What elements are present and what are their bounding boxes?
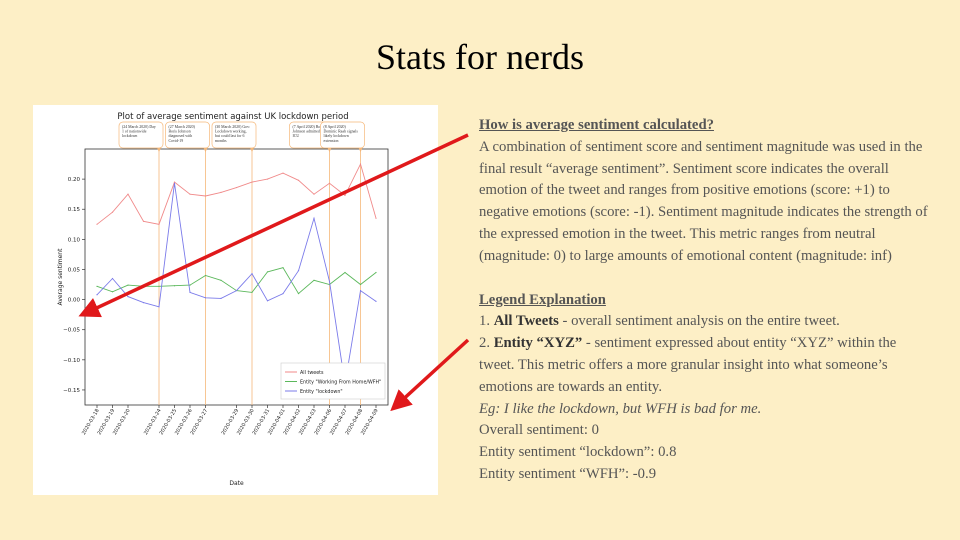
chart-panel: Plot of average sentiment against UK loc… [33, 105, 438, 495]
data-point [220, 297, 222, 299]
data-point [158, 223, 160, 225]
data-point [313, 279, 315, 281]
legend-item-1-term: All Tweets [493, 313, 559, 330]
data-point [266, 271, 269, 273]
data-point [220, 191, 222, 193]
data-point [251, 291, 253, 293]
event-marker [250, 148, 254, 152]
data-point [282, 292, 284, 295]
data-point [204, 195, 207, 197]
data-point [344, 194, 346, 196]
data-point [251, 181, 253, 183]
data-point [328, 280, 331, 283]
data-point [158, 285, 160, 287]
data-point [313, 193, 315, 195]
legend-item-2-term: Entity “XYZ” [493, 335, 583, 352]
data-point [266, 300, 269, 302]
data-point [111, 277, 114, 280]
data-point [158, 306, 160, 308]
data-point [220, 279, 222, 281]
explanation-text: How is average sentiment calculated? A c… [479, 115, 929, 486]
data-point [282, 267, 284, 269]
data-point [204, 274, 207, 277]
data-point [96, 223, 98, 225]
y-tick-label: 0.00 [68, 298, 81, 304]
legend-item-1: 1. All Tweets - overall sentiment analys… [479, 313, 840, 330]
result-overall: Overall sentiment: 0 [479, 422, 599, 439]
data-point [359, 289, 362, 292]
data-point [344, 271, 346, 274]
data-point [142, 285, 145, 287]
data-point [359, 283, 362, 286]
data-point [282, 172, 284, 174]
legend-heading: Legend Explanation [479, 291, 606, 308]
data-point [313, 217, 315, 219]
y-tick-label: 0.20 [68, 177, 81, 183]
data-point [142, 220, 145, 222]
data-point [189, 291, 191, 293]
legend-entry: Entity "Working From Home/WFH" [300, 380, 381, 386]
data-point [235, 289, 238, 292]
data-point [173, 182, 176, 184]
y-axis-label: Average sentiment [57, 248, 64, 306]
data-point [127, 193, 129, 195]
example-line: Eg: I like the lockdown, but WFH is bad … [479, 400, 762, 417]
data-point [297, 292, 300, 295]
event-marker [327, 148, 332, 152]
slide-title: Stats for nerds [376, 37, 584, 77]
data-point [297, 270, 300, 272]
legend-entry: Entity "lockdown" [300, 389, 343, 395]
data-point [111, 291, 114, 293]
event-marker [157, 148, 161, 152]
legend-entry: All tweets [300, 370, 324, 376]
result-wfh: Entity sentiment “WFH”: -0.9 [479, 465, 657, 482]
event-marker [203, 148, 208, 152]
data-point [375, 300, 377, 302]
data-point [189, 284, 191, 286]
x-axis-label: Date [229, 480, 244, 487]
y-tick-label: 0.10 [68, 237, 81, 243]
data-point [375, 217, 377, 219]
calc-heading: How is average sentiment calculated? [479, 117, 714, 133]
chart-title: Plot of average sentiment against UK loc… [117, 112, 348, 122]
data-point [204, 297, 207, 299]
data-point [96, 294, 98, 296]
y-tick-label: −0.15 [63, 388, 80, 394]
y-tick-label: −0.05 [63, 328, 80, 334]
series-line-1 [96, 267, 377, 295]
calc-paragraph: A combination of sentiment score and sen… [479, 138, 928, 264]
data-point [328, 182, 331, 184]
legend-box [280, 362, 386, 400]
data-point [297, 179, 300, 181]
data-point [142, 302, 145, 304]
series-line-0 [96, 162, 377, 225]
y-tick-label: 0.05 [68, 267, 81, 273]
data-point [235, 186, 238, 189]
y-tick-label: −0.10 [63, 358, 80, 364]
data-point [375, 271, 377, 274]
data-point [111, 211, 114, 213]
data-point [127, 284, 129, 286]
data-point [251, 273, 253, 275]
data-point [266, 178, 269, 180]
example-text: I like the lockdown, but WFH is bad for … [503, 400, 762, 417]
data-point [359, 163, 362, 165]
y-tick-label: 0.15 [68, 207, 81, 213]
sentiment-line-chart: Plot of average sentiment against UK loc… [57, 112, 389, 487]
data-point [173, 181, 176, 183]
data-point [127, 295, 129, 298]
event-marker [358, 148, 363, 152]
legend-item-2: 2. Entity “XYZ” - sentiment expressed ab… [479, 335, 897, 395]
data-point [96, 285, 98, 287]
data-point [173, 285, 176, 287]
result-lockdown: Entity sentiment “lockdown”: 0.8 [479, 444, 677, 461]
data-point [189, 193, 191, 195]
